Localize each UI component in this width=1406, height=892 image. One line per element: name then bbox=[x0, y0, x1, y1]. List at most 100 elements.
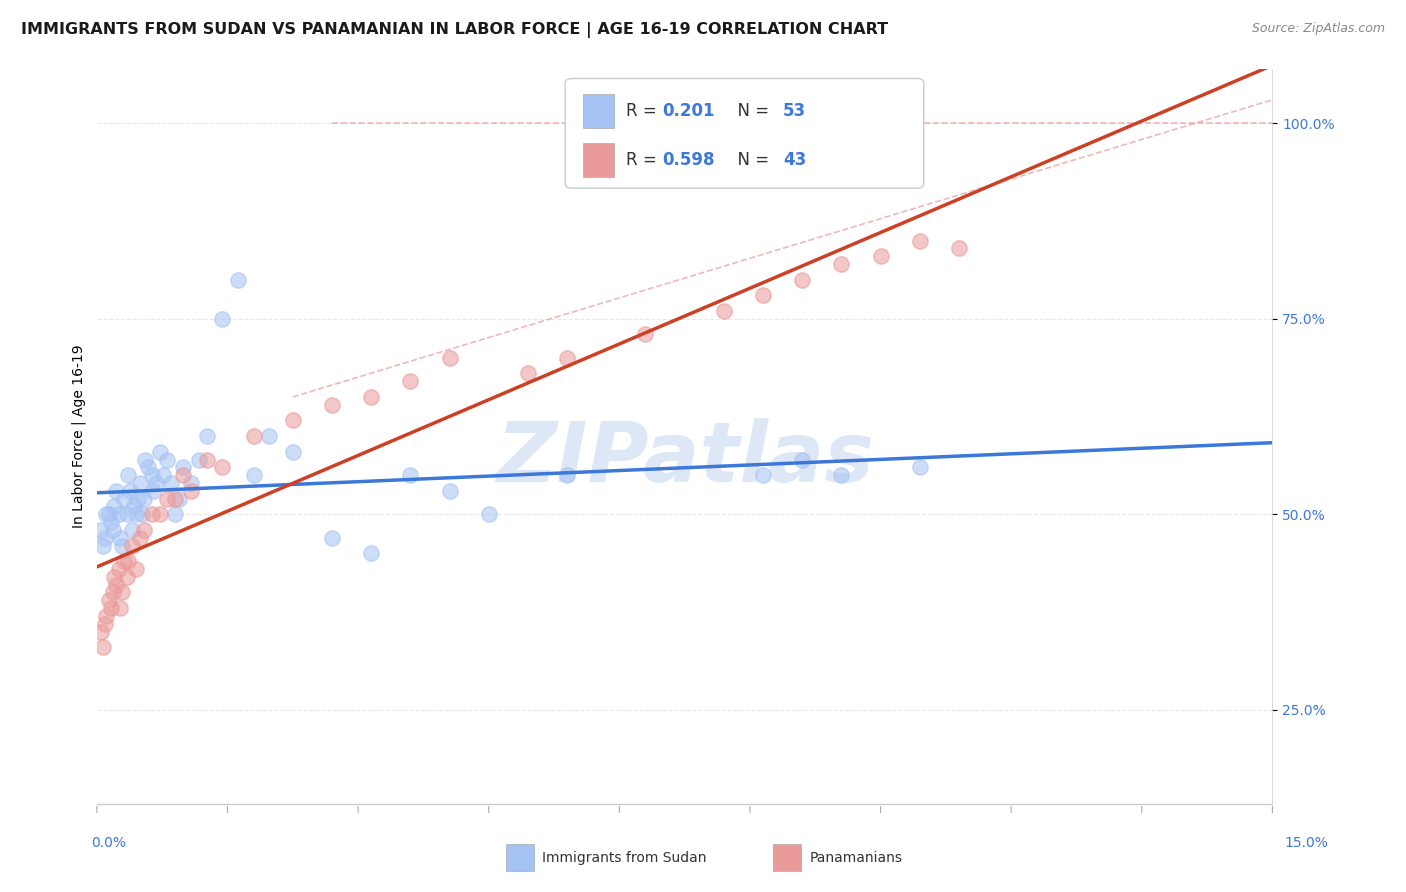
Point bbox=[124, 500, 146, 514]
Point bbox=[132, 523, 155, 537]
Point bbox=[259, 429, 281, 443]
Text: N =: N = bbox=[727, 102, 775, 120]
Point bbox=[148, 444, 170, 458]
Point bbox=[281, 413, 304, 427]
Point bbox=[167, 491, 190, 506]
Text: 53: 53 bbox=[783, 102, 806, 120]
Point bbox=[96, 608, 118, 623]
Point bbox=[129, 475, 152, 490]
Text: R =: R = bbox=[626, 102, 662, 120]
Point bbox=[152, 468, 174, 483]
Text: 0.201: 0.201 bbox=[662, 102, 714, 120]
Point bbox=[91, 640, 114, 655]
Point bbox=[172, 468, 194, 483]
Y-axis label: In Labor Force | Age 16-19: In Labor Force | Age 16-19 bbox=[72, 344, 86, 528]
Text: 0.598: 0.598 bbox=[662, 151, 714, 169]
Point bbox=[242, 468, 264, 483]
Point bbox=[211, 311, 233, 326]
Point bbox=[103, 500, 125, 514]
Point bbox=[141, 508, 163, 522]
Point bbox=[242, 429, 264, 443]
Point bbox=[111, 539, 134, 553]
Point bbox=[360, 546, 382, 560]
Point bbox=[134, 452, 156, 467]
Point bbox=[156, 452, 179, 467]
Point bbox=[187, 452, 209, 467]
Point bbox=[516, 367, 538, 381]
Point bbox=[90, 523, 112, 537]
Point bbox=[131, 508, 153, 522]
Point bbox=[830, 468, 852, 483]
Point bbox=[752, 468, 775, 483]
Point bbox=[117, 554, 139, 568]
Point bbox=[115, 570, 138, 584]
Point bbox=[118, 483, 141, 498]
Point bbox=[132, 491, 155, 506]
Text: Immigrants from Sudan: Immigrants from Sudan bbox=[543, 851, 707, 865]
Point bbox=[869, 249, 891, 263]
Point bbox=[145, 475, 167, 490]
Point bbox=[399, 468, 422, 483]
Point bbox=[105, 577, 128, 591]
Text: Source: ZipAtlas.com: Source: ZipAtlas.com bbox=[1251, 22, 1385, 36]
Point bbox=[792, 273, 814, 287]
Point bbox=[100, 601, 122, 615]
Text: IMMIGRANTS FROM SUDAN VS PANAMANIAN IN LABOR FORCE | AGE 16-19 CORRELATION CHART: IMMIGRANTS FROM SUDAN VS PANAMANIAN IN L… bbox=[21, 22, 889, 38]
Point bbox=[752, 288, 775, 302]
Text: ZIPatlas: ZIPatlas bbox=[496, 417, 873, 499]
Point bbox=[195, 452, 218, 467]
Point bbox=[160, 475, 183, 490]
Point bbox=[101, 585, 124, 599]
Point bbox=[97, 593, 120, 607]
Point bbox=[360, 390, 382, 404]
Point bbox=[792, 452, 814, 467]
Point bbox=[908, 460, 931, 475]
Point bbox=[91, 539, 114, 553]
Point bbox=[439, 351, 461, 365]
Point bbox=[129, 531, 152, 545]
Point bbox=[110, 601, 132, 615]
Point bbox=[121, 523, 143, 537]
Point bbox=[107, 508, 129, 522]
Point bbox=[439, 483, 461, 498]
Text: Panamanians: Panamanians bbox=[810, 851, 903, 865]
Point bbox=[142, 483, 165, 498]
Point bbox=[101, 523, 124, 537]
Point bbox=[195, 429, 218, 443]
Point bbox=[93, 616, 115, 631]
Text: R =: R = bbox=[626, 151, 662, 169]
Point bbox=[555, 468, 578, 483]
Point bbox=[226, 273, 249, 287]
Point bbox=[908, 234, 931, 248]
Point bbox=[172, 460, 194, 475]
Point bbox=[107, 562, 129, 576]
Point bbox=[125, 508, 148, 522]
Point bbox=[115, 508, 138, 522]
Text: N =: N = bbox=[727, 151, 775, 169]
Point bbox=[100, 515, 122, 529]
Point bbox=[96, 508, 118, 522]
Point bbox=[281, 444, 304, 458]
Point bbox=[148, 508, 170, 522]
Point bbox=[165, 491, 187, 506]
Point bbox=[125, 562, 148, 576]
Point bbox=[127, 491, 149, 506]
Text: 15.0%: 15.0% bbox=[1285, 836, 1329, 850]
Point bbox=[555, 351, 578, 365]
Point bbox=[830, 257, 852, 271]
Point bbox=[141, 468, 163, 483]
Point bbox=[948, 241, 970, 255]
Text: 43: 43 bbox=[783, 151, 807, 169]
Point bbox=[180, 475, 202, 490]
Text: 0.0%: 0.0% bbox=[91, 836, 127, 850]
Point bbox=[321, 398, 343, 412]
Point bbox=[93, 531, 115, 545]
Point bbox=[399, 374, 422, 388]
Point bbox=[97, 508, 120, 522]
Point bbox=[121, 539, 143, 553]
Point bbox=[90, 624, 112, 639]
Point bbox=[478, 508, 501, 522]
Point bbox=[156, 491, 179, 506]
Point bbox=[105, 483, 128, 498]
Point bbox=[180, 483, 202, 498]
